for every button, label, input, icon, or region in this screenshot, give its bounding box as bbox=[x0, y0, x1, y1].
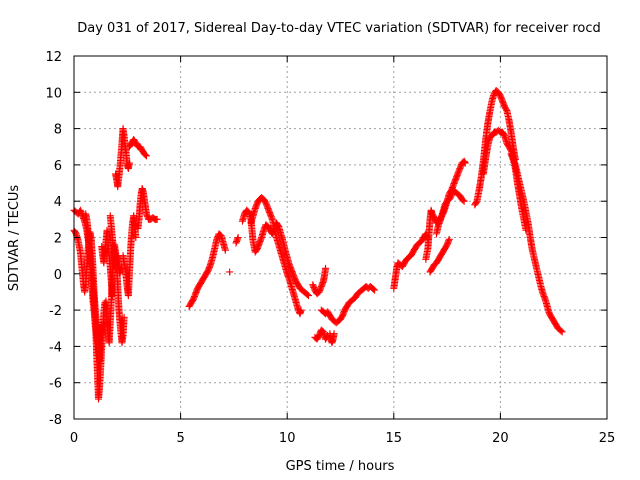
data-point-marker bbox=[557, 327, 565, 335]
data-point-marker bbox=[153, 215, 161, 223]
data-point-marker bbox=[459, 196, 467, 204]
data-point-marker bbox=[445, 235, 453, 243]
x-axis-title: GPS time / hours bbox=[286, 459, 395, 474]
y-tick-label: 0 bbox=[54, 268, 62, 283]
x-tick-labels: 0 5 10 15 20 25 bbox=[70, 431, 615, 446]
data-point-marker bbox=[125, 159, 133, 167]
data-point-marker bbox=[522, 226, 530, 234]
x-tick-label: 15 bbox=[386, 431, 403, 446]
y-tick-label: 10 bbox=[45, 86, 62, 101]
data-point-marker bbox=[461, 159, 469, 167]
y-tick-label: -4 bbox=[49, 340, 62, 355]
data-point-marker bbox=[558, 328, 566, 336]
y-tick-label: -2 bbox=[49, 304, 62, 319]
data-point-marker bbox=[460, 197, 468, 205]
data-point-marker bbox=[93, 339, 101, 347]
y-tick-label: 2 bbox=[54, 232, 62, 247]
y-tick-label: 4 bbox=[54, 195, 62, 210]
x-tick-label: 25 bbox=[599, 431, 616, 446]
data-point-marker bbox=[371, 286, 379, 294]
data-point-marker bbox=[330, 330, 338, 338]
y-tick-labels: -8 -6 -4 -2 0 2 4 6 8 10 12 bbox=[45, 50, 62, 428]
data-point-marker bbox=[305, 292, 313, 300]
data-points bbox=[70, 86, 566, 403]
data-point-marker bbox=[234, 234, 242, 241]
data-point-marker bbox=[370, 285, 378, 293]
y-axis-title: SDTVAR / TECUs bbox=[7, 185, 22, 292]
x-tick-label: 20 bbox=[492, 431, 509, 446]
data-point-marker bbox=[108, 292, 116, 300]
data-point-marker bbox=[141, 151, 149, 159]
chart-title: Day 031 of 2017, Sidereal Day-to-day VTE… bbox=[77, 21, 601, 36]
x-tick-label: 0 bbox=[70, 431, 78, 446]
data-point-marker bbox=[142, 152, 150, 160]
data-point-marker bbox=[120, 313, 128, 321]
x-tick-label: 10 bbox=[279, 431, 296, 446]
data-point-marker bbox=[132, 234, 140, 241]
y-tick-label: -6 bbox=[49, 377, 62, 392]
x-tick-label: 5 bbox=[176, 431, 184, 446]
y-tick-label: 12 bbox=[45, 50, 62, 65]
data-point-marker bbox=[322, 264, 330, 272]
axis-ticks bbox=[73, 55, 608, 420]
data-point-marker bbox=[297, 306, 305, 314]
data-point-marker bbox=[221, 246, 229, 254]
data-point-marker bbox=[303, 291, 311, 299]
y-tick-label: 6 bbox=[54, 159, 62, 174]
y-tick-label: -8 bbox=[49, 413, 62, 428]
data-point-marker bbox=[226, 268, 234, 276]
grid-lines bbox=[74, 56, 607, 419]
y-tick-label: 8 bbox=[54, 123, 62, 138]
